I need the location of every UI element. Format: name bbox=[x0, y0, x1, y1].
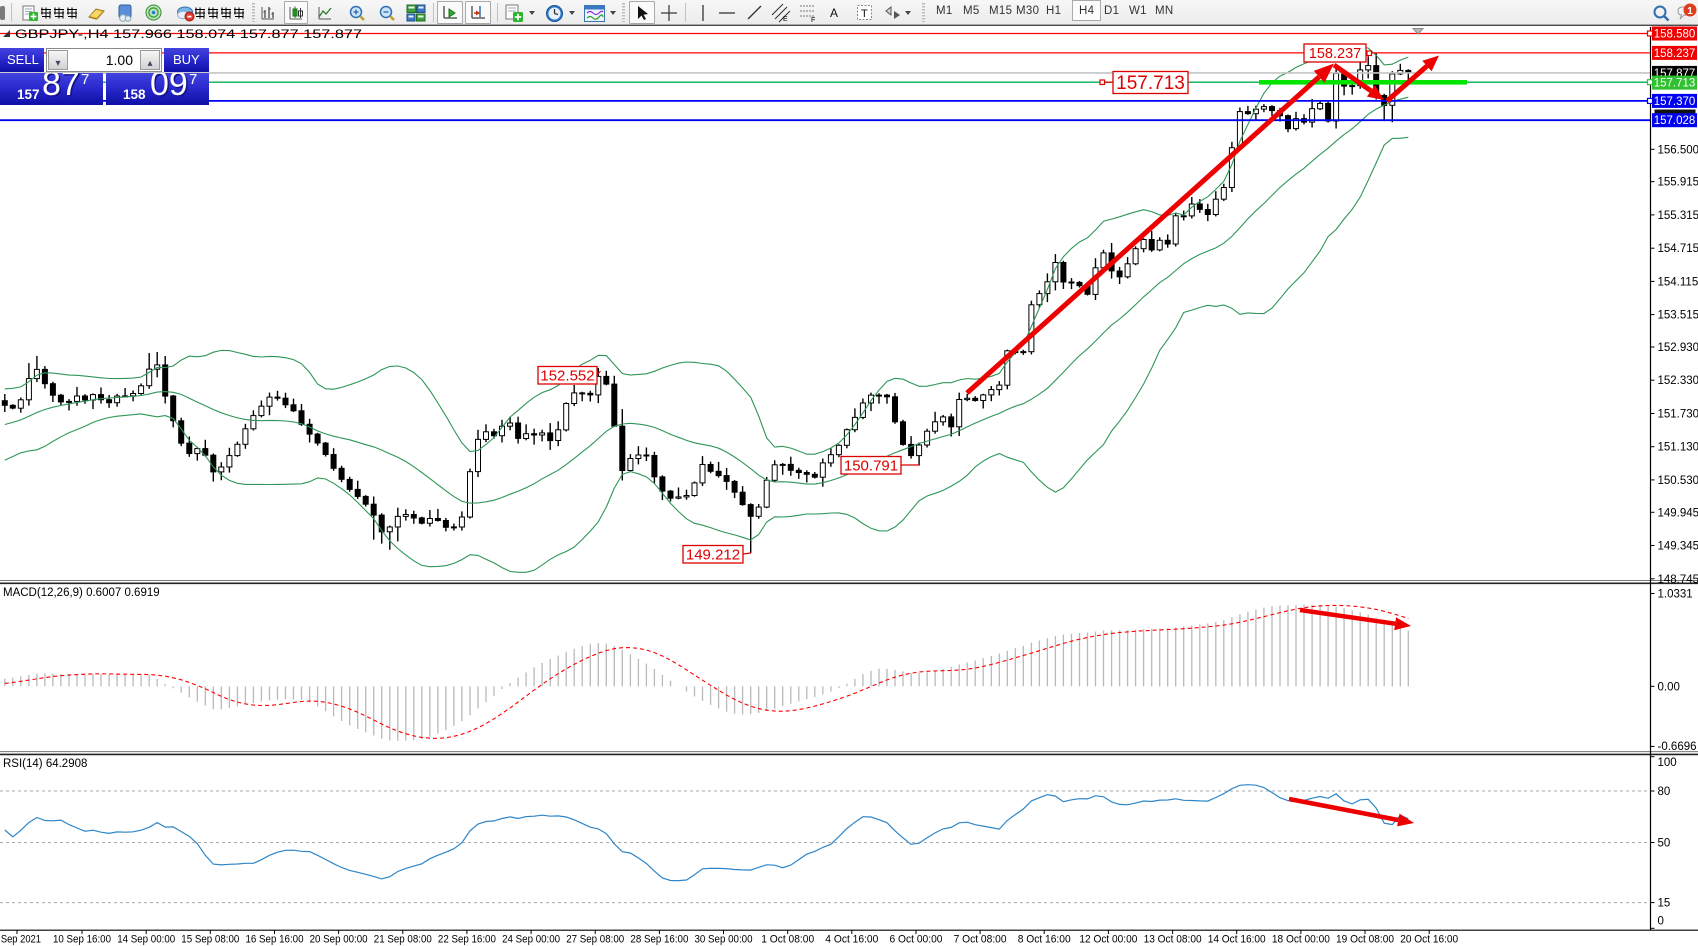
svg-text:F: F bbox=[811, 17, 815, 23]
svg-text:30 Sep 00:00: 30 Sep 00:00 bbox=[695, 934, 753, 946]
svg-text:20 Oct 16:00: 20 Oct 16:00 bbox=[1400, 934, 1458, 946]
svg-text:153.515: 153.515 bbox=[1658, 310, 1698, 322]
svg-text:157.713: 157.713 bbox=[1654, 78, 1696, 90]
svg-text:1.0331: 1.0331 bbox=[1658, 589, 1693, 601]
svg-text:149.212: 149.212 bbox=[686, 546, 740, 563]
svg-text:155.315: 155.315 bbox=[1658, 210, 1698, 222]
svg-text:19 Oct 08:00: 19 Oct 08:00 bbox=[1336, 934, 1394, 946]
svg-text:154.715: 154.715 bbox=[1658, 243, 1698, 255]
svg-text:157.713: 157.713 bbox=[1116, 73, 1185, 94]
svg-text:16 Sep 16:00: 16 Sep 16:00 bbox=[246, 934, 304, 946]
svg-text:157.370: 157.370 bbox=[1654, 96, 1696, 108]
svg-text:158.237: 158.237 bbox=[1309, 46, 1361, 62]
svg-text:21 Sep 08:00: 21 Sep 08:00 bbox=[374, 934, 432, 946]
svg-text:149.345: 149.345 bbox=[1658, 541, 1698, 553]
svg-text:150.530: 150.530 bbox=[1658, 475, 1698, 487]
svg-text:150.791: 150.791 bbox=[844, 457, 898, 474]
svg-text:0: 0 bbox=[1658, 916, 1664, 928]
svg-text:4 Oct 16:00: 4 Oct 16:00 bbox=[825, 934, 878, 946]
svg-text:50: 50 bbox=[1658, 838, 1671, 850]
svg-text:154.115: 154.115 bbox=[1658, 276, 1698, 288]
svg-text:149.945: 149.945 bbox=[1658, 507, 1698, 519]
svg-text:15 Sep 08:00: 15 Sep 08:00 bbox=[181, 934, 239, 946]
svg-text:156.500: 156.500 bbox=[1658, 144, 1698, 156]
svg-text:15: 15 bbox=[1658, 898, 1671, 910]
svg-text:158.580: 158.580 bbox=[1654, 29, 1696, 41]
svg-text:10 Sep 16:00: 10 Sep 16:00 bbox=[53, 934, 111, 946]
svg-text:155.915: 155.915 bbox=[1658, 177, 1698, 189]
svg-text:8 Oct 16:00: 8 Oct 16:00 bbox=[1018, 934, 1071, 946]
svg-text:18 Oct 00:00: 18 Oct 00:00 bbox=[1272, 934, 1330, 946]
svg-text:6 Oct 00:00: 6 Oct 00:00 bbox=[890, 934, 943, 946]
svg-text:20 Sep 00:00: 20 Sep 00:00 bbox=[310, 934, 368, 946]
svg-text:100: 100 bbox=[1658, 757, 1677, 769]
svg-text:13 Oct 08:00: 13 Oct 08:00 bbox=[1144, 934, 1202, 946]
svg-text:24 Sep 00:00: 24 Sep 00:00 bbox=[502, 934, 560, 946]
svg-text:14 Oct 16:00: 14 Oct 16:00 bbox=[1208, 934, 1266, 946]
svg-text:1: 1 bbox=[1687, 6, 1693, 17]
svg-text:8 Sep 2021: 8 Sep 2021 bbox=[0, 934, 41, 946]
svg-text:7 Oct 08:00: 7 Oct 08:00 bbox=[954, 934, 1007, 946]
svg-text:152.330: 152.330 bbox=[1658, 375, 1698, 387]
svg-text:GBPJPY-,H4 157.966 158.074 15: GBPJPY-,H4 157.966 158.074 157.877 157.8… bbox=[15, 27, 362, 41]
svg-text:RSI(14) 64.2908: RSI(14) 64.2908 bbox=[3, 758, 87, 770]
svg-text:152.552: 152.552 bbox=[540, 367, 594, 384]
svg-text:0.00: 0.00 bbox=[1658, 681, 1680, 693]
svg-text:22 Sep 16:00: 22 Sep 16:00 bbox=[438, 934, 496, 946]
svg-text:MACD(12,26,9) 0.6007 0.6919: MACD(12,26,9) 0.6007 0.6919 bbox=[3, 587, 160, 599]
svg-text:152.930: 152.930 bbox=[1658, 342, 1698, 354]
svg-text:1 Oct 08:00: 1 Oct 08:00 bbox=[761, 934, 814, 946]
svg-text:151.730: 151.730 bbox=[1658, 409, 1698, 421]
svg-text:158.237: 158.237 bbox=[1654, 48, 1696, 60]
svg-text:28 Sep 16:00: 28 Sep 16:00 bbox=[630, 934, 688, 946]
svg-text:14 Sep 00:00: 14 Sep 00:00 bbox=[117, 934, 175, 946]
svg-text:157.028: 157.028 bbox=[1654, 115, 1696, 127]
svg-text:T: T bbox=[861, 8, 868, 20]
svg-text:E: E bbox=[783, 16, 788, 23]
svg-text:80: 80 bbox=[1658, 786, 1671, 798]
svg-text:151.130: 151.130 bbox=[1658, 442, 1698, 454]
svg-text:148.745: 148.745 bbox=[1658, 574, 1698, 586]
svg-text:12 Oct 00:00: 12 Oct 00:00 bbox=[1079, 934, 1137, 946]
svg-text:-0.6696: -0.6696 bbox=[1658, 741, 1697, 753]
svg-text:27 Sep 08:00: 27 Sep 08:00 bbox=[566, 934, 624, 946]
